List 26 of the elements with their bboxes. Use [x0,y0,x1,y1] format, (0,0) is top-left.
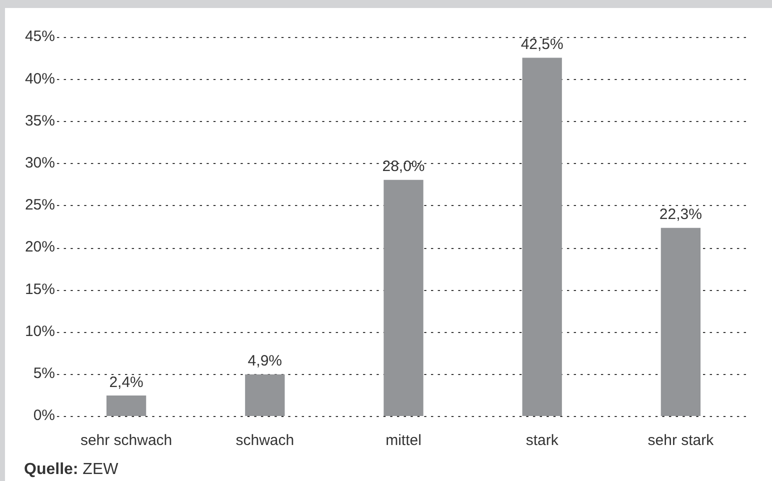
data-label: 4,9% [248,352,282,370]
y-tick-label: 5% [33,365,55,382]
y-tick-label: 40% [24,70,55,88]
bar [245,374,285,416]
x-tick-label: mittel [386,432,422,450]
y-tick-label: 45% [24,28,55,46]
data-label: 22,3% [659,206,702,224]
y-tick-label: 30% [24,154,55,172]
y-tick-label: 10% [24,322,55,340]
y-tick-label: 25% [24,196,55,214]
data-label: 2,4% [109,374,144,391]
x-tick-label: sehr stark [648,432,714,450]
bar [106,395,146,416]
y-tick-label: 0% [33,407,55,424]
bar [660,228,701,416]
x-tick-label: stark [526,432,559,450]
data-label: 28,0% [382,158,425,176]
bar [384,180,424,416]
x-tick-label: schwach [236,432,294,450]
y-tick-label: 35% [24,112,55,130]
y-tick-label: 20% [24,238,55,256]
data-label: 42,5% [520,36,564,54]
y-tick-label: 15% [24,280,55,298]
x-tick-label: sehr schwach [80,432,172,450]
source-note: Quelle: ZEW [24,461,118,479]
bar [522,58,562,416]
